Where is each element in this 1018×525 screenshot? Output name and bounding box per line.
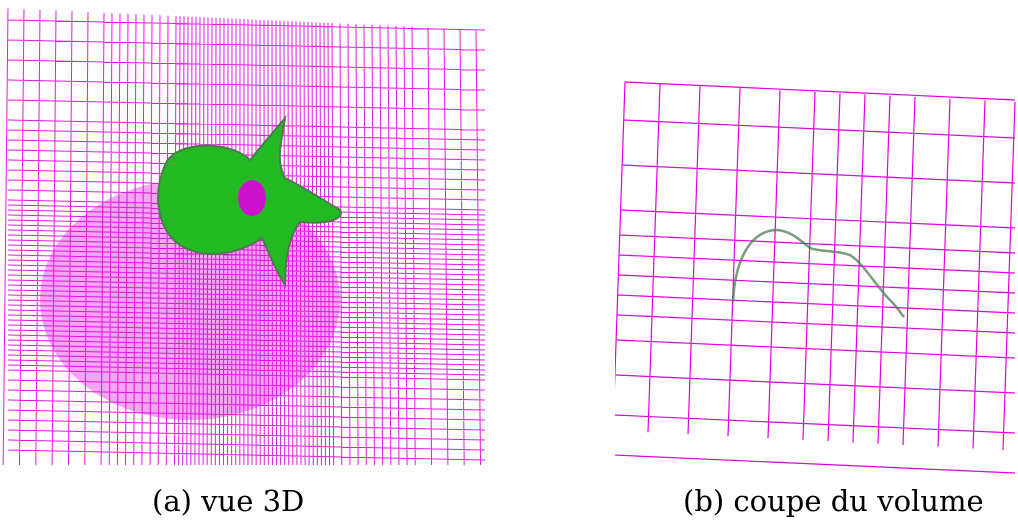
section-mesh-lines: [615, 81, 1016, 474]
bone-section-outline: [731, 228, 905, 318]
vertebral-canal: [238, 180, 266, 216]
mesh-cross-section: [615, 81, 1016, 474]
panel-3d-view: [0, 0, 495, 475]
caption-volume-section: (b) coupe du volume: [683, 484, 984, 518]
hexahedral-mesh-3d-render: [2, 8, 486, 466]
caption-3d-view: (a) vue 3D: [152, 484, 305, 518]
panel-volume-section: [615, 70, 1018, 475]
